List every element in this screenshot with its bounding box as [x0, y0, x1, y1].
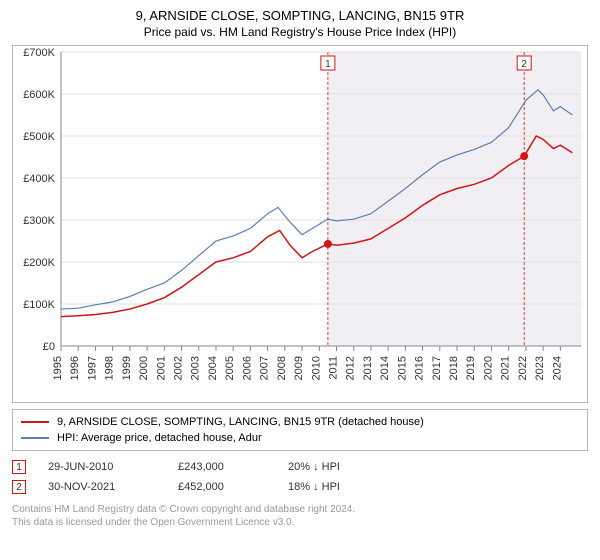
svg-text:2018: 2018	[448, 356, 460, 380]
svg-text:2004: 2004	[207, 356, 219, 380]
chart-container: 9, ARNSIDE CLOSE, SOMPTING, LANCING, BN1…	[0, 0, 600, 560]
svg-text:2014: 2014	[379, 356, 391, 380]
svg-text:2005: 2005	[224, 356, 236, 380]
sale-date-1: 29-JUN-2010	[48, 461, 178, 473]
svg-text:2007: 2007	[259, 356, 271, 380]
svg-text:2022: 2022	[517, 356, 529, 380]
legend-row-property: 9, ARNSIDE CLOSE, SOMPTING, LANCING, BN1…	[21, 414, 579, 430]
svg-text:1997: 1997	[86, 356, 98, 380]
svg-text:2000: 2000	[138, 356, 150, 380]
svg-text:£400K: £400K	[23, 173, 55, 185]
legend-label-hpi: HPI: Average price, detached house, Adur	[57, 432, 262, 444]
svg-text:2012: 2012	[345, 356, 357, 380]
sale-badge-2: 2	[12, 480, 26, 494]
svg-text:1996: 1996	[69, 356, 81, 380]
svg-text:2010: 2010	[310, 356, 322, 380]
legend-swatch-property	[21, 421, 49, 423]
title-block: 9, ARNSIDE CLOSE, SOMPTING, LANCING, BN1…	[12, 8, 588, 39]
svg-text:£300K: £300K	[23, 215, 55, 227]
svg-text:2016: 2016	[414, 356, 426, 380]
svg-text:2008: 2008	[276, 356, 288, 380]
title-main: 9, ARNSIDE CLOSE, SOMPTING, LANCING, BN1…	[12, 8, 588, 23]
svg-text:2020: 2020	[482, 356, 494, 380]
svg-text:2001: 2001	[155, 356, 167, 380]
sale-badge-1: 1	[12, 460, 26, 474]
svg-text:2024: 2024	[551, 356, 563, 380]
svg-text:2009: 2009	[293, 356, 305, 380]
svg-text:2011: 2011	[327, 356, 339, 380]
sale-row-1: 1 29-JUN-2010 £243,000 20% ↓ HPI	[12, 457, 588, 477]
svg-text:2006: 2006	[241, 356, 253, 380]
svg-text:2015: 2015	[396, 356, 408, 380]
svg-text:2003: 2003	[190, 356, 202, 380]
sale-diff-2: 18% ↓ HPI	[288, 481, 408, 493]
svg-text:2002: 2002	[173, 356, 185, 380]
footer-line-1: Contains HM Land Registry data © Crown c…	[12, 503, 588, 516]
sale-date-2: 30-NOV-2021	[48, 481, 178, 493]
legend-row-hpi: HPI: Average price, detached house, Adur	[21, 430, 579, 446]
legend-swatch-hpi	[21, 437, 49, 439]
svg-text:£100K: £100K	[23, 299, 55, 311]
footer: Contains HM Land Registry data © Crown c…	[12, 503, 588, 529]
sale-price-2: £452,000	[178, 481, 288, 493]
footer-line-2: This data is licensed under the Open Gov…	[12, 516, 588, 529]
legend-label-property: 9, ARNSIDE CLOSE, SOMPTING, LANCING, BN1…	[57, 416, 424, 428]
title-sub: Price paid vs. HM Land Registry's House …	[12, 25, 588, 39]
svg-text:£200K: £200K	[23, 257, 55, 269]
svg-text:2013: 2013	[362, 356, 374, 380]
sale-row-2: 2 30-NOV-2021 £452,000 18% ↓ HPI	[12, 477, 588, 497]
svg-text:£600K: £600K	[23, 89, 55, 101]
svg-text:1998: 1998	[104, 356, 116, 380]
svg-text:1995: 1995	[52, 356, 64, 380]
svg-text:£0: £0	[43, 341, 55, 353]
svg-text:1: 1	[325, 59, 331, 70]
sale-price-1: £243,000	[178, 461, 288, 473]
svg-text:2019: 2019	[465, 356, 477, 380]
svg-text:£700K: £700K	[23, 47, 55, 59]
svg-text:1999: 1999	[121, 356, 133, 380]
chart-svg: £0 £100K £200K £300K £400K £500K £600K £700K 199…	[13, 46, 587, 402]
svg-text:2: 2	[521, 59, 527, 70]
legend: 9, ARNSIDE CLOSE, SOMPTING, LANCING, BN1…	[12, 409, 588, 451]
svg-text:£500K: £500K	[23, 131, 55, 143]
sale-list: 1 29-JUN-2010 £243,000 20% ↓ HPI 2 30-NO…	[12, 457, 588, 497]
svg-text:2021: 2021	[500, 356, 512, 380]
svg-text:2023: 2023	[534, 356, 546, 380]
chart-plot: £0 £100K £200K £300K £400K £500K £600K £700K 199…	[12, 45, 588, 403]
sale-diff-1: 20% ↓ HPI	[288, 461, 408, 473]
svg-text:2017: 2017	[431, 356, 443, 380]
